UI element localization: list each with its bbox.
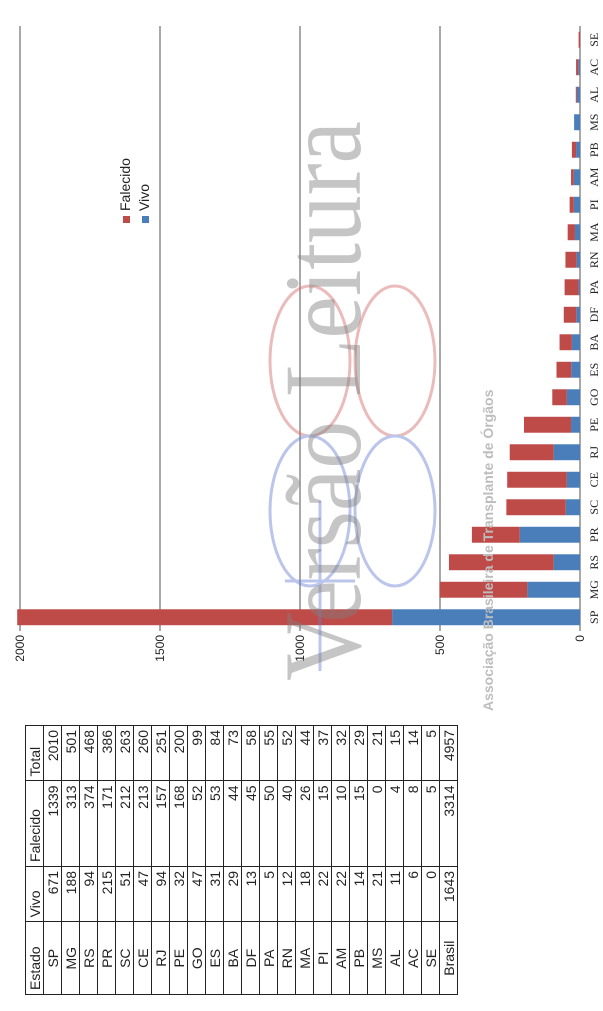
bar-falecido-pa: [564, 279, 579, 296]
xtick-label-am: AM: [587, 167, 601, 187]
legend-swatch-vivo: [142, 216, 149, 223]
bar-falecido-se: [578, 31, 580, 48]
xtick-label-pe: PE: [587, 418, 601, 432]
xtick-label-df: DF: [587, 307, 601, 323]
legend-label-vivo: Vivo: [136, 184, 152, 211]
xtick-label-rs: RS: [587, 555, 601, 570]
xtick-label-pb: PB: [587, 142, 601, 157]
xtick-label-sc: SC: [587, 500, 601, 515]
bar-falecido-ac: [576, 59, 579, 76]
ytick-label: 0: [573, 635, 587, 642]
bar-vivo-es: [571, 361, 581, 378]
bar-vivo-al: [576, 86, 580, 103]
bar-vivo-rs: [553, 554, 580, 571]
xtick-label-ms: MS: [587, 114, 601, 131]
bar-vivo-pa: [578, 279, 580, 296]
xtick-label-go: GO: [587, 388, 601, 406]
bar-vivo-pe: [571, 416, 580, 433]
ytick-label: 1500: [153, 635, 167, 662]
xtick-label-ac: AC: [587, 59, 601, 76]
bar-vivo-ce: [566, 471, 581, 488]
bar-vivo-ma: [574, 224, 581, 241]
bar-falecido-pi: [569, 196, 574, 213]
xtick-label-mg: MG: [587, 580, 601, 600]
xtick-label-ba: BA: [587, 334, 601, 351]
bar-falecido-ce: [507, 471, 567, 488]
bar-vivo-sc: [565, 499, 580, 516]
bar-falecido-ma: [567, 224, 575, 241]
bar-vivo-pi: [573, 196, 581, 213]
bar-falecido-pr: [471, 526, 520, 543]
bar-vivo-rj: [553, 444, 580, 461]
xtick-label-pr: PR: [587, 527, 601, 542]
bar-falecido-rj: [509, 444, 554, 461]
bar-falecido-mg: [439, 581, 528, 598]
xtick-label-ma: MA: [587, 222, 601, 242]
bar-vivo-ba: [571, 334, 581, 351]
xtick-label-ce: CE: [587, 472, 601, 487]
xtick-label-pi: PI: [587, 199, 601, 210]
xtick-label-es: ES: [587, 363, 601, 377]
xtick-label-rj: RJ: [587, 446, 601, 459]
bar-falecido-es: [556, 361, 572, 378]
bar-falecido-go: [552, 389, 567, 406]
bar-vivo-go: [566, 389, 581, 406]
bar-vivo-ac: [578, 59, 581, 76]
xtick-label-al: AL: [587, 87, 601, 103]
bar-vivo-pb: [576, 141, 581, 158]
xtick-label-pa: PA: [587, 280, 601, 295]
legend-swatch-falecido: [123, 216, 130, 223]
bar-vivo-pr: [519, 526, 580, 543]
bar-falecido-pb: [571, 141, 577, 158]
bar-vivo-am: [573, 169, 581, 186]
legend: Falecido Vivo: [117, 158, 152, 223]
xtick-label-rn: RN: [587, 251, 601, 268]
ytick-label: 500: [433, 635, 447, 655]
bar-vivo-df: [576, 306, 580, 323]
bar-falecido-df: [563, 306, 577, 323]
bar-vivo-rn: [576, 251, 581, 268]
bar-falecido-rn: [565, 251, 577, 268]
xtick-label-se: SE: [587, 33, 601, 47]
bar-falecido-sp: [17, 609, 393, 626]
ytick-label: 1000: [293, 635, 307, 662]
bar-falecido-pe: [524, 416, 572, 433]
bar-falecido-al: [575, 86, 577, 103]
bar-falecido-rs: [448, 554, 554, 571]
bar-falecido-sc: [506, 499, 566, 516]
bar-vivo-sp: [392, 609, 580, 626]
bar-vivo-ms: [574, 114, 580, 131]
legend-label-falecido: Falecido: [117, 158, 133, 211]
ytick-label: 2000: [13, 635, 27, 662]
bar-vivo-mg: [527, 581, 580, 598]
bar-falecido-am: [571, 169, 574, 186]
bar-falecido-ba: [559, 334, 572, 351]
xtick-label-sp: SP: [587, 610, 601, 624]
